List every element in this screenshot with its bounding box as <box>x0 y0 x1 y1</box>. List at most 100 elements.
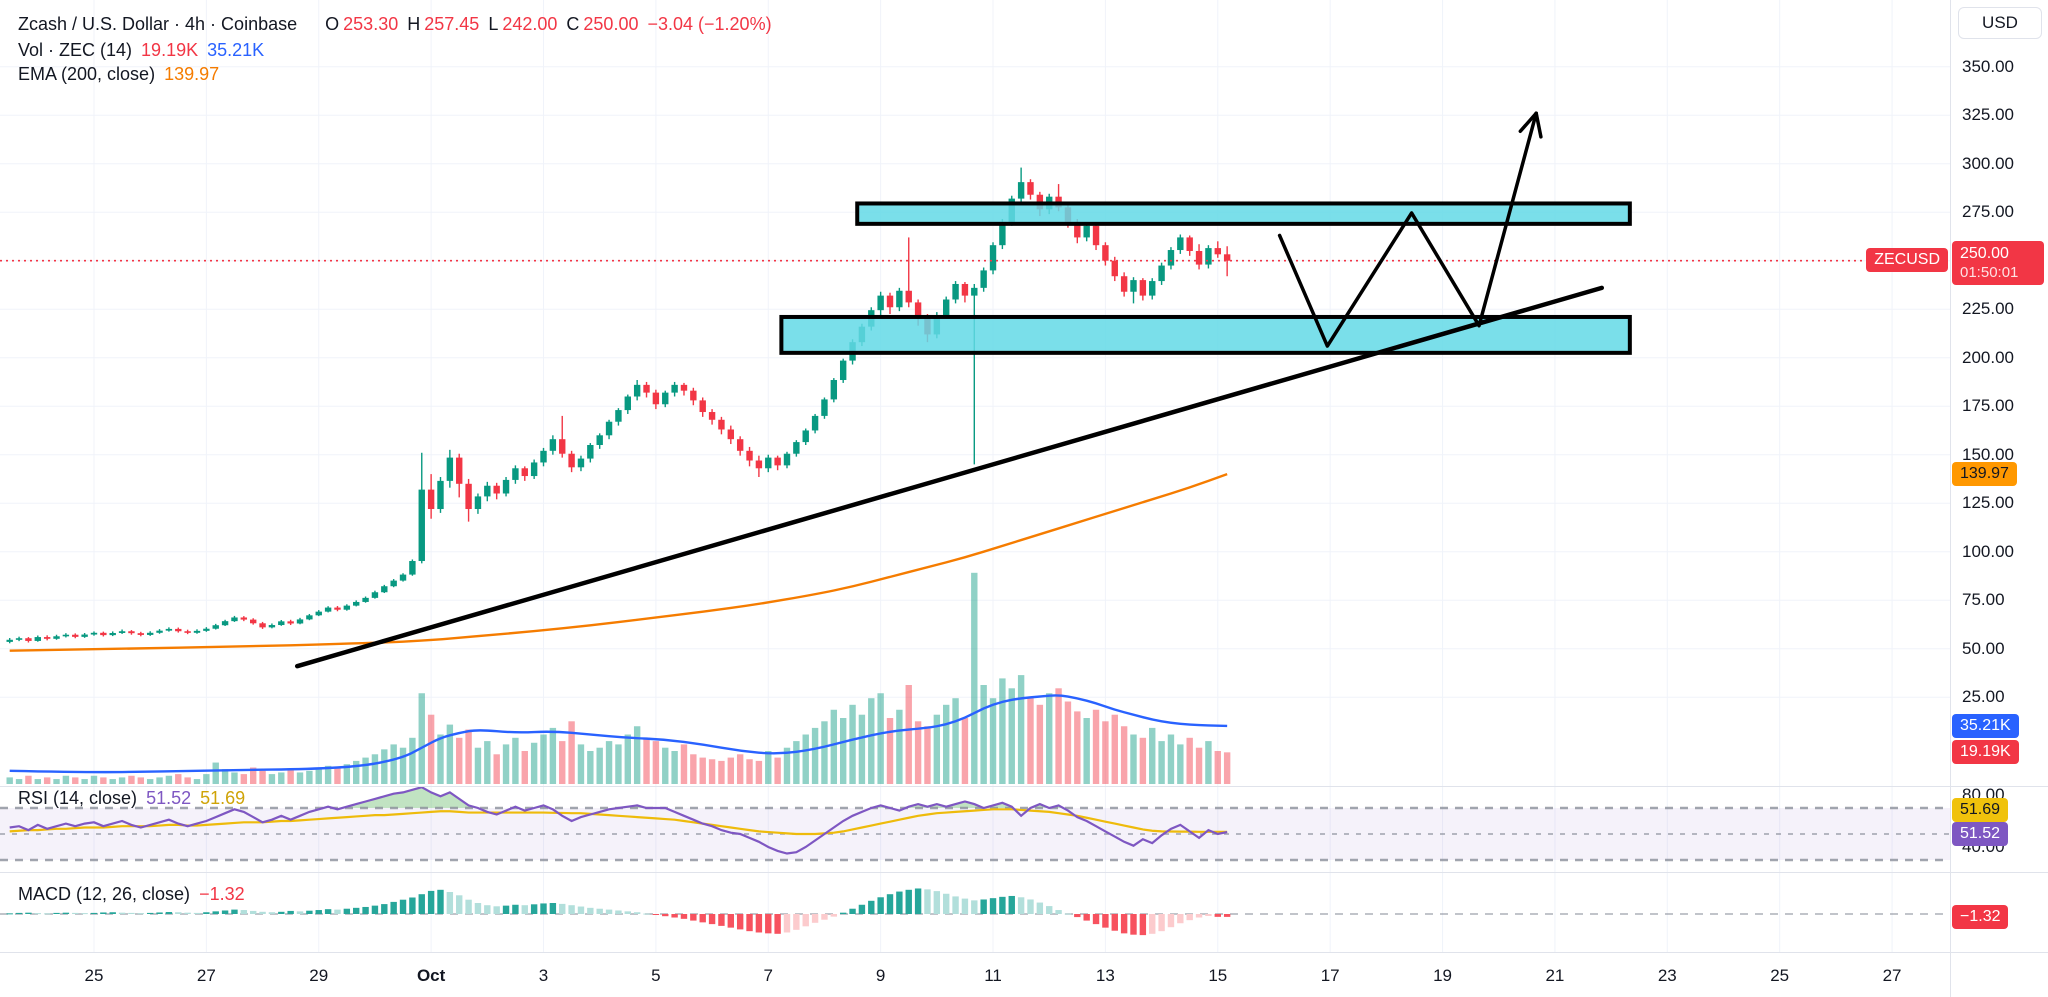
candle-body <box>783 453 791 466</box>
macd-histogram-bar <box>680 914 688 919</box>
macd-histogram-bar <box>128 912 135 914</box>
volume-bar <box>1139 737 1147 784</box>
macd-histogram-bar <box>62 912 70 914</box>
macd-histogram-bar <box>633 912 641 914</box>
candle-body <box>353 601 360 606</box>
volume-bar <box>718 760 725 784</box>
candle-body <box>1017 182 1025 199</box>
macd-histogram-bar <box>989 898 997 914</box>
candle-body <box>765 457 772 469</box>
macd-histogram-bar <box>858 904 866 914</box>
macd-histogram-bar <box>315 910 322 914</box>
candle-body <box>1102 245 1109 261</box>
macd-histogram-bar <box>643 913 650 915</box>
volume-bar <box>90 775 98 784</box>
candle-body <box>128 631 135 634</box>
macd-histogram-bar <box>1149 914 1156 934</box>
macd-histogram-bar <box>1046 906 1053 914</box>
volume-bar <box>1167 734 1175 784</box>
macd-histogram-bar <box>512 904 519 914</box>
macd-legend-row[interactable]: MACD (12, 26, close) −1.32 <box>18 884 249 905</box>
volume-bar <box>839 718 847 784</box>
macd-histogram-bar <box>1017 897 1025 914</box>
macd-histogram-bar <box>783 914 791 933</box>
macd-histogram-bar <box>231 909 238 914</box>
currency-usd-button[interactable]: USD <box>1958 7 2042 39</box>
candle-body <box>465 483 472 510</box>
candle-body <box>100 632 107 636</box>
macd-histogram-bar <box>203 912 210 914</box>
volume-bar <box>278 772 285 784</box>
volume-bar <box>521 751 528 784</box>
volume-bar <box>1120 726 1128 784</box>
macd-histogram-bar <box>839 912 847 914</box>
open-value: 253.30 <box>343 14 399 34</box>
candle-body <box>1120 276 1128 292</box>
candle-body <box>568 453 575 468</box>
volume-value: 19.19K <box>141 40 199 60</box>
macd-histogram-bar <box>53 912 60 914</box>
macd-histogram-bar <box>933 891 941 914</box>
candle-body <box>896 290 903 308</box>
volume-bar <box>802 734 809 784</box>
symbol-legend-row[interactable]: Zcash / U.S. Dollar · 4h · Coinbase O 253… <box>18 14 776 35</box>
candle-body <box>690 390 697 401</box>
candle-body <box>886 295 894 308</box>
volume-bar <box>849 704 856 784</box>
candle-body <box>1074 221 1081 238</box>
volume-bar <box>624 734 631 784</box>
volume-bar <box>15 779 23 784</box>
candle-body <box>1092 225 1100 246</box>
macd-histogram-bar <box>830 914 838 917</box>
ema-legend-row[interactable]: EMA (200, close) 139.97 <box>18 64 223 85</box>
macd-histogram-bar <box>249 910 257 914</box>
macd-histogram-bar <box>446 892 454 914</box>
macd-histogram-bar <box>156 912 163 914</box>
high-label: H <box>407 14 421 34</box>
candle-body <box>296 619 304 624</box>
volume-bar <box>512 737 519 784</box>
volume-bar <box>427 714 435 784</box>
macd-histogram-bar <box>1083 914 1090 921</box>
candle-body <box>446 457 454 481</box>
candle-body <box>540 450 547 463</box>
macd-histogram-bar <box>568 905 575 914</box>
macd-histogram-bar <box>362 906 369 914</box>
volume-bar <box>25 775 32 784</box>
volume-bar <box>1055 688 1062 784</box>
macd-histogram-bar <box>1036 902 1044 914</box>
ema-value: 139.97 <box>164 64 220 84</box>
rsi-legend-row[interactable]: RSI (14, close) 51.52 51.69 <box>18 788 249 809</box>
volume-bar <box>699 757 706 784</box>
rsi-line <box>9 786 1228 855</box>
volume-bar <box>896 709 903 784</box>
candle-body <box>43 637 51 639</box>
candle-body <box>830 380 838 400</box>
macd-histogram-bar <box>324 909 332 914</box>
volume-bar <box>484 741 491 784</box>
volume-bar <box>296 772 304 784</box>
ema-line <box>9 473 1228 652</box>
candle-body <box>615 410 622 422</box>
macd-histogram-bar <box>268 912 276 914</box>
change-value: −3.04 (−1.20%) <box>647 14 772 34</box>
volume-bar <box>1130 734 1137 784</box>
volume-bar <box>633 726 641 784</box>
volume-bar <box>156 777 163 784</box>
candle-body <box>502 479 510 494</box>
volume-bar <box>128 775 135 784</box>
volume-legend-row[interactable]: Vol · ZEC (14) 19.19K 35.21K <box>18 40 268 61</box>
low-label: L <box>488 14 499 34</box>
demand-zone <box>779 314 1632 355</box>
volume-bar <box>1205 741 1212 784</box>
volume-bar <box>905 685 912 784</box>
macd-histogram-bar <box>605 909 613 914</box>
candle-body <box>371 592 379 598</box>
volume-bar <box>746 759 753 784</box>
volume-bar <box>690 754 697 784</box>
volume-indicator-title: Vol · ZEC (14) <box>18 40 133 60</box>
candle-body <box>587 445 594 459</box>
macd-histogram-bar <box>952 896 959 914</box>
macd-histogram-bar <box>530 904 538 914</box>
